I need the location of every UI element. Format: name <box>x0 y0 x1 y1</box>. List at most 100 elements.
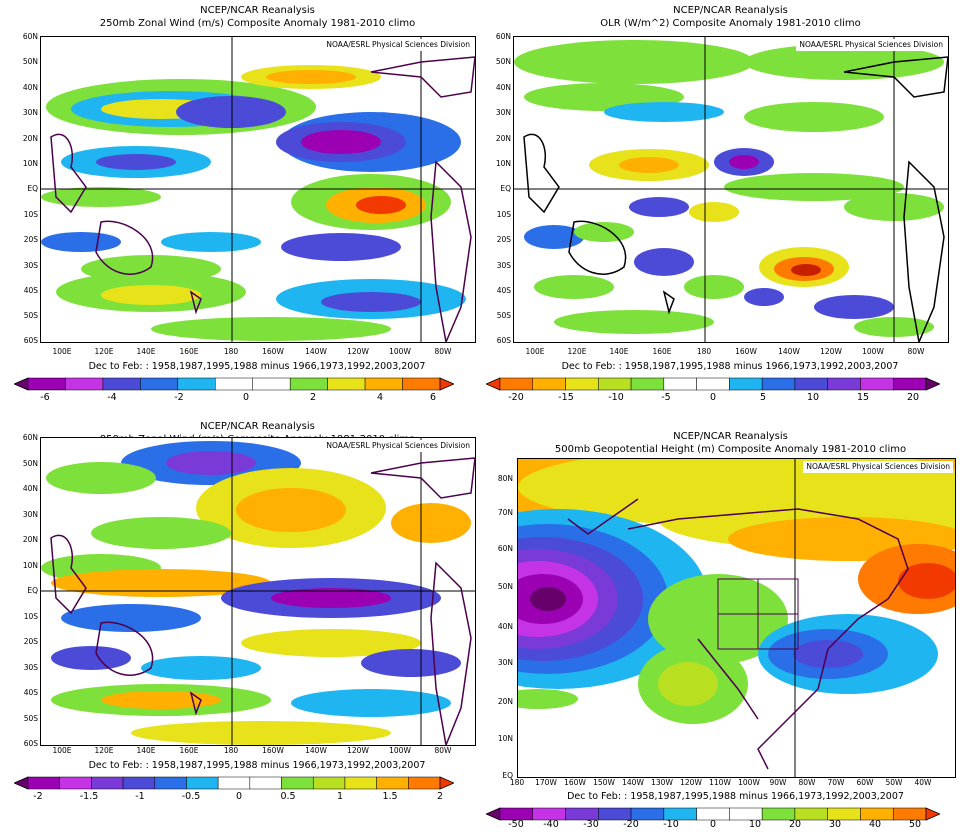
lon-label: 160E <box>179 746 199 755</box>
lat-label: 40S <box>23 688 38 697</box>
lat-label: 20S <box>496 235 511 244</box>
colorbar-swatch <box>289 377 328 391</box>
lon-label: 80W <box>434 347 452 356</box>
colorbar-label: 15 <box>856 392 870 403</box>
colorbar-label: 4 <box>376 392 384 403</box>
lat-label: 50N <box>497 582 513 591</box>
lon-label: 90W <box>769 778 787 787</box>
lon-label: 100E <box>52 746 72 755</box>
lon-label: 120E <box>94 347 114 356</box>
panel-title: NCEP/NCAR Reanalysis <box>200 421 315 432</box>
colorbar-swatch <box>122 776 156 790</box>
colorbar-label: 2 <box>436 791 444 802</box>
colorbar-label: -0.5 <box>181 791 201 802</box>
colorbar <box>486 377 940 391</box>
colorbar-label: -10 <box>608 392 624 403</box>
colorbar-label: -15 <box>558 392 574 403</box>
colorbar-arrow-high <box>925 807 940 821</box>
colorbar-label: -2 <box>174 392 184 403</box>
lon-label: 120E <box>567 347 587 356</box>
lat-label: 30N <box>495 108 511 117</box>
lat-label: 40S <box>496 286 511 295</box>
colorbar-swatch <box>630 377 665 391</box>
lon-label: 170W <box>535 778 557 787</box>
lon-label: 120W <box>680 778 702 787</box>
colorbar-swatch <box>186 776 219 790</box>
lon-label: 120W <box>347 746 369 755</box>
colorbar-swatch <box>761 377 796 391</box>
lon-label: 160E <box>179 347 199 356</box>
lat-label: 60S <box>23 336 38 345</box>
colorbar-arrow-high <box>925 377 940 391</box>
lat-label: 50S <box>23 311 38 320</box>
lon-label: 100W <box>389 347 411 356</box>
panel-title: NCEP/NCAR Reanalysis <box>673 5 788 16</box>
colorbar-label: 0.5 <box>280 791 296 802</box>
lon-label: 140W <box>622 778 644 787</box>
credit-label: NOAA/ESRL Physical Sciences Division <box>323 440 473 452</box>
colorbar-swatch <box>827 377 861 391</box>
lon-label: 100W <box>389 746 411 755</box>
composite-years-text: Dec to Feb: : 1958,1987,1995,1988 minus … <box>561 361 899 372</box>
colorbar-label: -10 <box>663 819 679 830</box>
lat-label: 60S <box>23 739 38 748</box>
colorbar-arrow-low <box>486 377 501 391</box>
colorbar-swatch <box>249 776 282 790</box>
map-250mb-zonal-wind: NOAA/ESRL Physical Sciences Division <box>40 36 476 343</box>
colorbar-swatch <box>327 377 366 391</box>
colorbar-swatch <box>402 377 441 391</box>
map-850mb-zonal-wind: NOAA/ESRL Physical Sciences Division <box>40 437 476 746</box>
credit-label: NOAA/ESRL Physical Sciences Division <box>323 39 473 51</box>
lat-label: 60N <box>22 433 38 442</box>
lat-label: 60N <box>22 32 38 41</box>
colorbar-label: 50 <box>908 819 922 830</box>
lat-label: 20N <box>495 134 511 143</box>
colorbar-label: -40 <box>543 819 559 830</box>
colorbar-swatch <box>154 776 187 790</box>
composite-years-text: Dec to Feb: : 1958,1987,1995,1988 minus … <box>567 791 904 802</box>
credit-label: NOAA/ESRL Physical Sciences Division <box>796 39 946 51</box>
panel-title: NCEP/NCAR Reanalysis <box>200 5 315 16</box>
lat-label: 30S <box>23 261 38 270</box>
lat-label: 40N <box>22 83 38 92</box>
colorbar-label: -30 <box>583 819 599 830</box>
lat-label: 60N <box>497 544 513 553</box>
colorbar-swatch <box>91 776 124 790</box>
colorbar-label: 0 <box>242 392 250 403</box>
lon-label: 100W <box>738 778 760 787</box>
lat-label: 60S <box>496 336 511 345</box>
lon-label: 160W <box>735 347 757 356</box>
map-olr: NOAA/ESRL Physical Sciences Division <box>513 36 949 343</box>
lon-label: 120W <box>820 347 842 356</box>
lat-label: 50N <box>22 459 38 468</box>
panel-title: NCEP/NCAR Reanalysis <box>673 431 788 442</box>
colorbar-label: 5 <box>759 392 767 403</box>
colorbar-label: 0 <box>709 819 717 830</box>
colorbar-swatch <box>364 377 403 391</box>
composite-years-text: Dec to Feb: : 1958,1987,1995,1988 minus … <box>88 760 426 771</box>
colorbar-label: 6 <box>429 392 437 403</box>
lat-label: 10S <box>496 210 511 219</box>
credit-label: NOAA/ESRL Physical Sciences Division <box>803 461 953 473</box>
lat-label: 20N <box>22 535 38 544</box>
lat-label: 30N <box>22 108 38 117</box>
lat-label: 10S <box>23 612 38 621</box>
colorbar-swatch <box>217 776 251 790</box>
colorbar-arrow-high <box>439 377 454 391</box>
colorbar-swatch <box>892 377 927 391</box>
lon-label: 80W <box>798 778 816 787</box>
colorbar-label: 10 <box>748 819 762 830</box>
lon-label: 160E <box>652 347 672 356</box>
colorbar-arrow-low <box>14 377 29 391</box>
lon-label: 140E <box>609 347 629 356</box>
lon-label: 180 <box>223 746 239 755</box>
lon-label: 160W <box>564 778 586 787</box>
lat-label: 70N <box>497 508 513 517</box>
composite-years-text: Dec to Feb: : 1958,1987,1995,1988 minus … <box>88 361 426 372</box>
colorbar-label: 2 <box>309 392 317 403</box>
lat-label: 30S <box>23 663 38 672</box>
colorbar-label: 1 <box>336 791 344 802</box>
lon-label: 120E <box>94 746 114 755</box>
colorbar-swatch <box>696 377 730 391</box>
colorbar-label: 1.5 <box>382 791 398 802</box>
